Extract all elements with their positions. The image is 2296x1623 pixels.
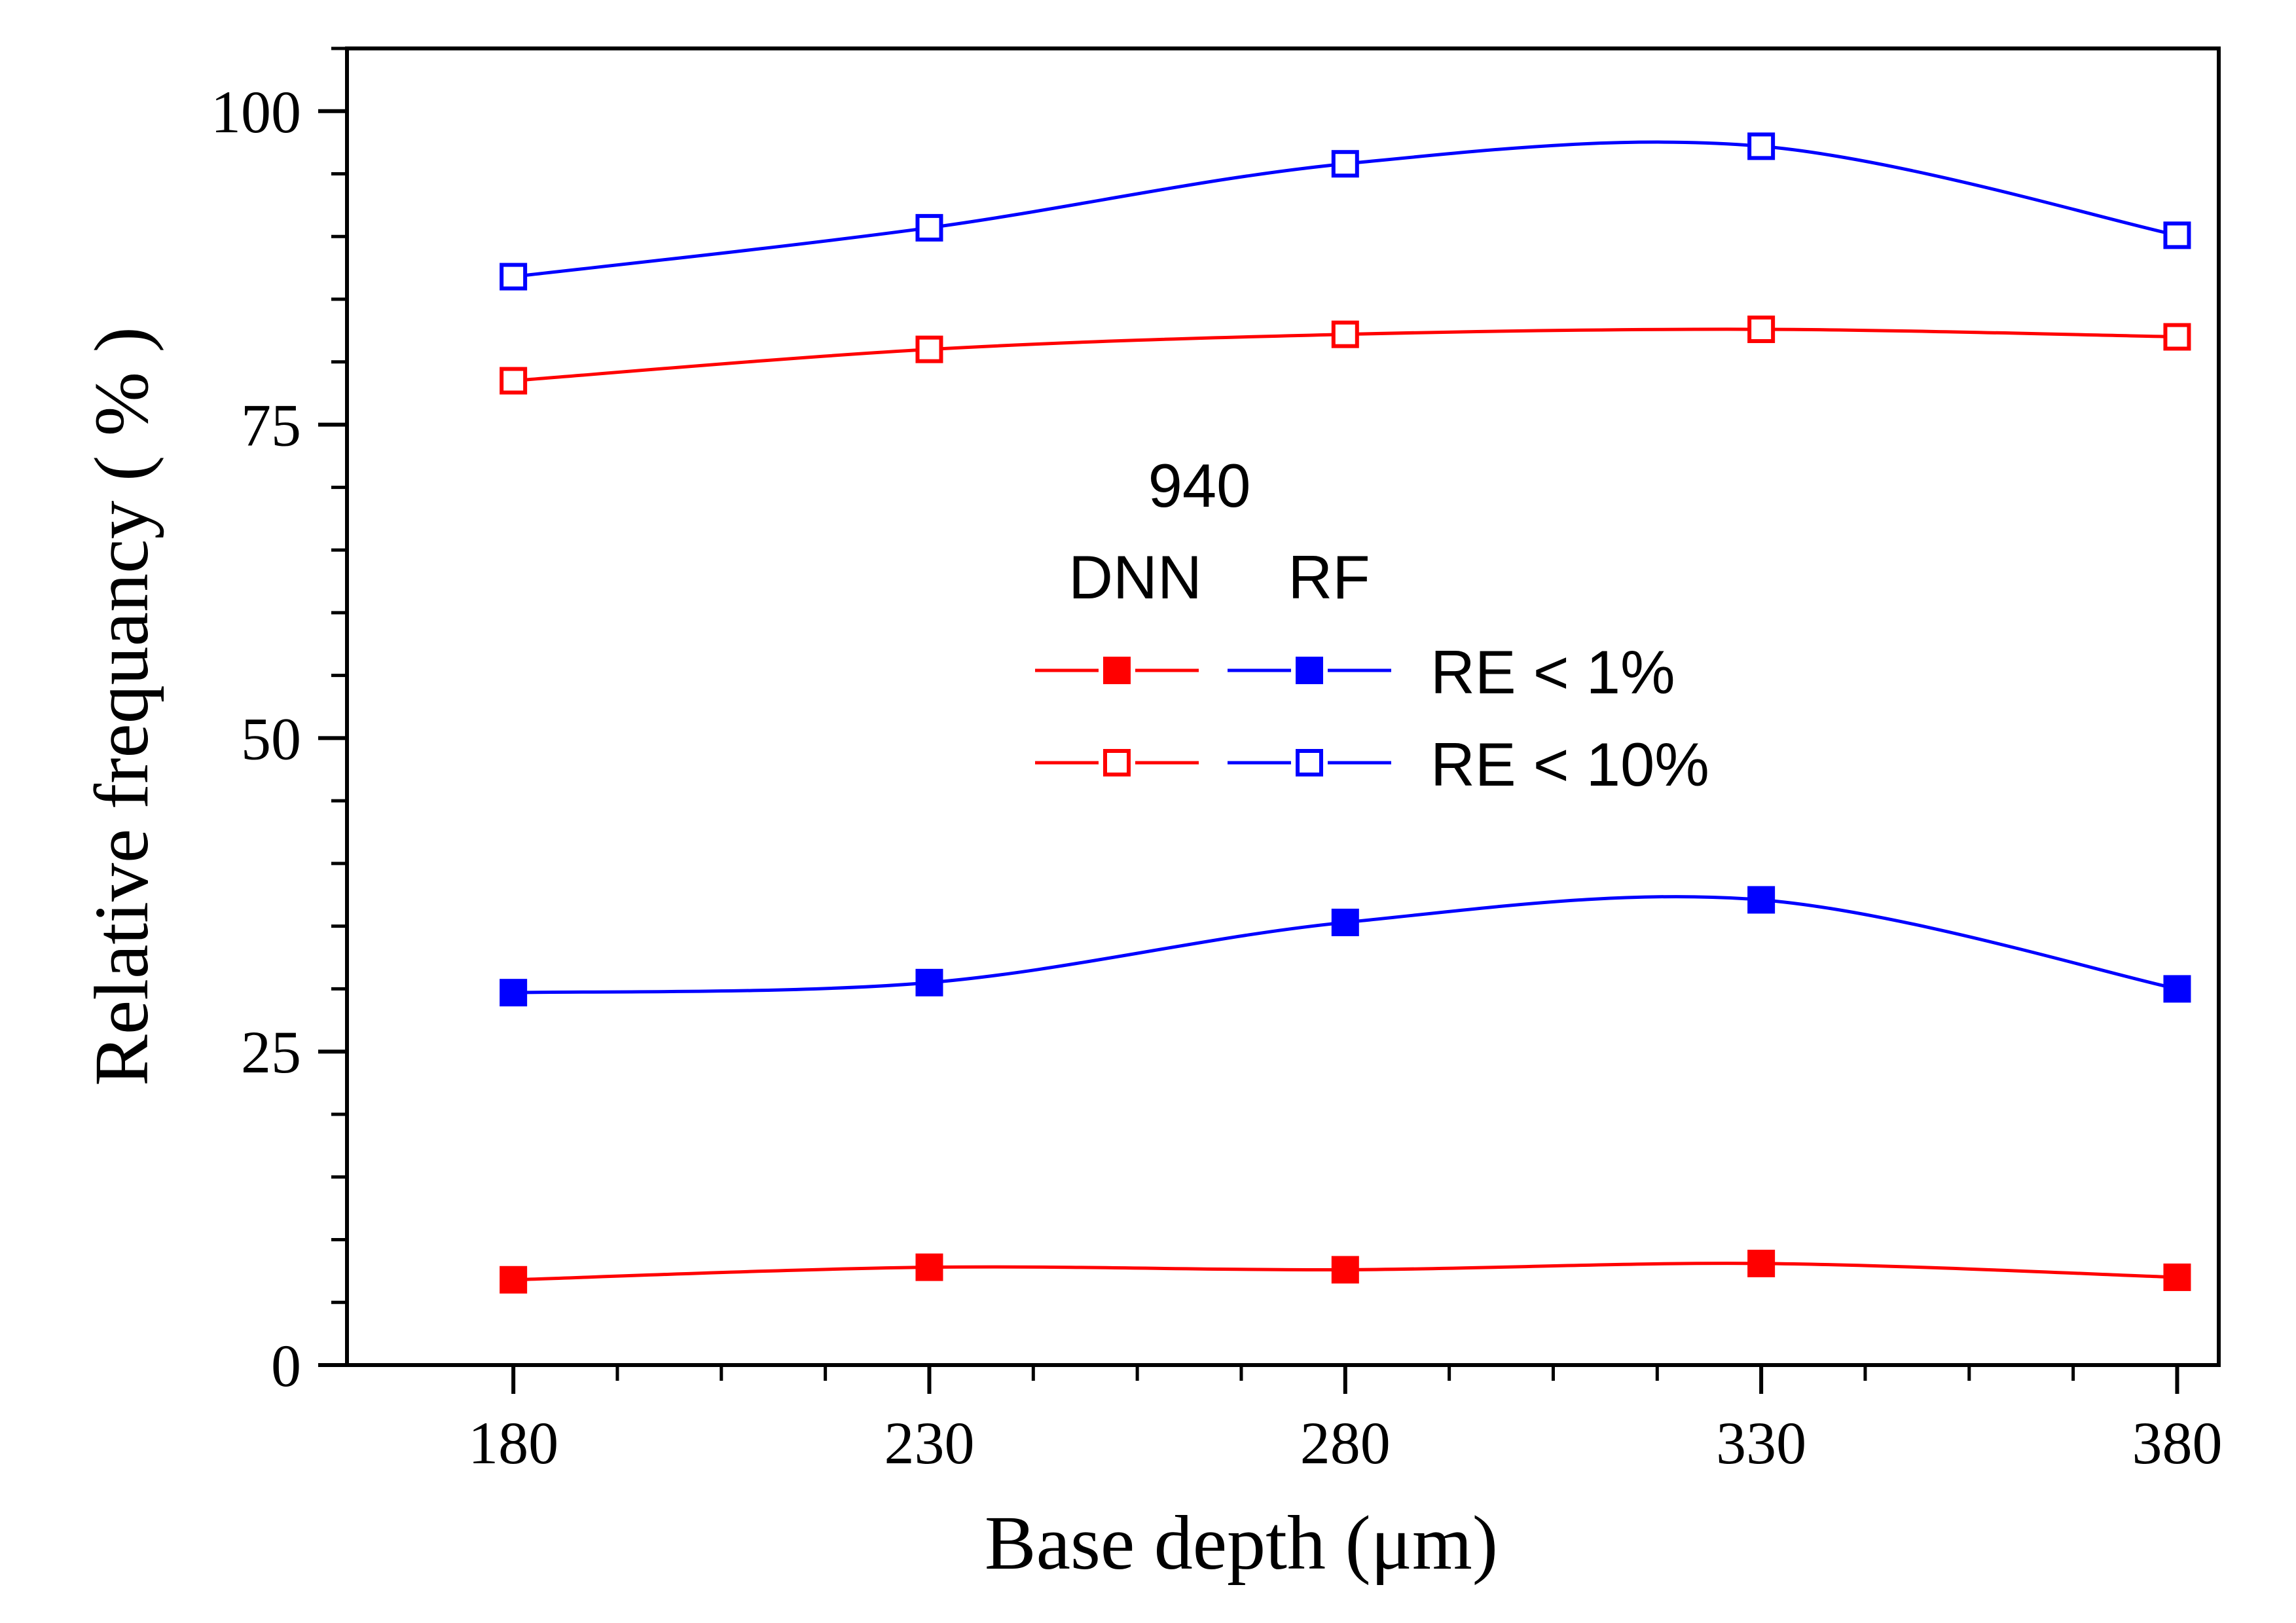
legend-label-re1: RE < 1% — [1430, 638, 1675, 706]
x-axis-title: Base depth (μm) — [985, 1500, 1498, 1586]
y-tick-label: 0 — [271, 1332, 301, 1399]
data-point-series-2 — [500, 367, 528, 395]
data-point-series-3 — [500, 263, 528, 291]
y-tick-label: 100 — [211, 79, 301, 145]
legend-title: 940 — [1148, 451, 1251, 520]
data-point-series-3 — [2163, 221, 2191, 249]
data-point-series-2 — [1747, 316, 1776, 344]
legend-label-re10: RE < 10% — [1430, 730, 1709, 799]
data-point-series-0 — [915, 1253, 943, 1281]
major-ticks — [318, 109, 2179, 1394]
legend-marker — [1296, 657, 1323, 684]
legend-header-rf: RF — [1288, 543, 1370, 611]
data-point-series-0 — [500, 1266, 528, 1294]
y-tick-label: 50 — [241, 705, 301, 772]
tick-labels: 180 230 280 330 380 0 25 50 75 100 — [211, 79, 2222, 1476]
x-tick-label: 180 — [468, 1410, 558, 1476]
series-markers — [500, 132, 2191, 1294]
data-point-series-1 — [500, 979, 528, 1007]
data-point-series-0 — [1747, 1249, 1776, 1277]
data-point-series-1 — [2163, 975, 2191, 1003]
series-lines — [513, 140, 2178, 1282]
legend-marker — [1296, 749, 1323, 776]
data-point-series-3 — [1747, 132, 1776, 160]
data-point-series-3 — [1331, 150, 1359, 178]
legend-samples — [1035, 657, 1391, 776]
legend: 940 DNN RF RE < 1% RE < 10% — [1035, 451, 1709, 799]
minor-ticks — [331, 46, 2075, 1381]
data-point-series-1 — [915, 968, 943, 996]
x-tick-label: 330 — [1716, 1410, 1806, 1476]
legend-marker — [1103, 657, 1131, 684]
data-point-series-2 — [915, 335, 943, 363]
x-tick-label: 280 — [1300, 1410, 1391, 1476]
data-point-series-1 — [1331, 908, 1359, 936]
legend-header-dnn: DNN — [1068, 543, 1202, 611]
data-point-series-0 — [2163, 1263, 2191, 1291]
data-point-series-0 — [1331, 1256, 1359, 1284]
data-point-series-3 — [915, 213, 943, 242]
y-tick-label: 25 — [241, 1019, 301, 1085]
y-tick-label: 75 — [241, 392, 301, 459]
legend-marker — [1103, 749, 1131, 776]
plot-frame — [345, 46, 2221, 1367]
y-axis-title: Relative frequancy ( % ) — [79, 327, 164, 1086]
x-tick-label: 380 — [2132, 1410, 2222, 1476]
x-tick-label: 230 — [884, 1410, 974, 1476]
data-point-series-1 — [1747, 886, 1776, 914]
data-point-series-2 — [2163, 323, 2191, 351]
data-point-series-2 — [1331, 320, 1359, 348]
